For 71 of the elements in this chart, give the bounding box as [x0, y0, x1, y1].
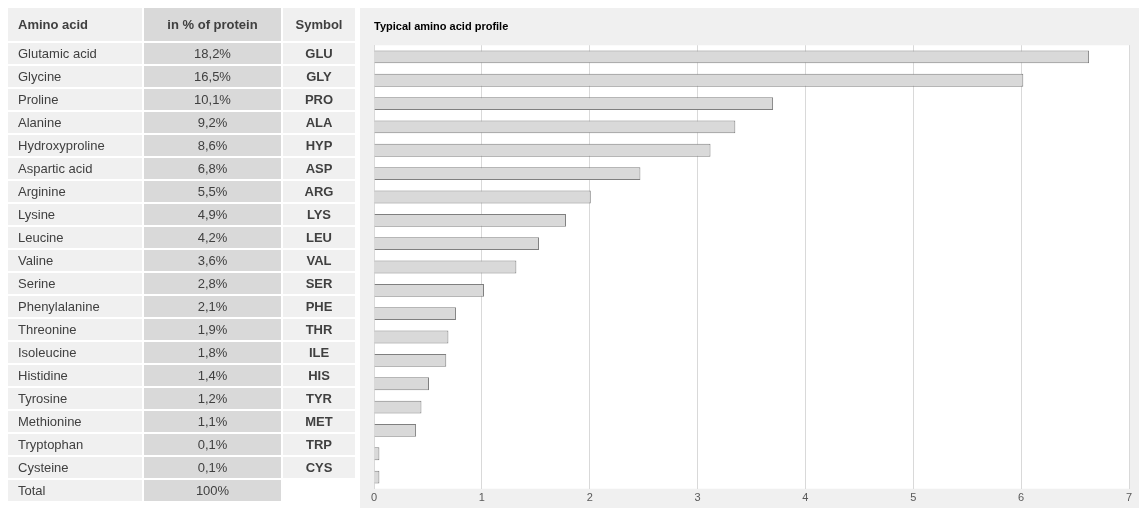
- y2-tick-label: ALA: [282, 111, 356, 134]
- data-label: 16,5%: [143, 65, 282, 88]
- y2-tick-label: HYP: [282, 134, 356, 157]
- x-tick-label: 6: [1018, 491, 1025, 504]
- y2-tick-label: ILE: [282, 341, 356, 364]
- x-tick-label: 4: [802, 491, 809, 504]
- y-tick-label: Total: [8, 479, 143, 502]
- y-tick-label: Tyrosine: [8, 387, 143, 410]
- data-label: 0,1%: [143, 456, 282, 479]
- y-axis-title: Amino acid: [8, 8, 143, 42]
- data-label: 1,8%: [143, 341, 282, 364]
- y-tick-label: Arginine: [8, 180, 143, 203]
- y2-tick-label: SER: [282, 272, 356, 295]
- y2-tick-label: PRO: [282, 88, 356, 111]
- x-tick-label: 7: [1125, 491, 1133, 504]
- y-tick-label: Serine: [8, 272, 143, 295]
- y-tick-label: Glycine: [8, 65, 143, 88]
- data-label: 10,1%: [143, 88, 282, 111]
- data-label: 1,2%: [143, 387, 282, 410]
- data-label: 1,4%: [143, 364, 282, 387]
- y2-tick-label: TRP: [282, 433, 356, 456]
- y-tick-label: Proline: [8, 88, 143, 111]
- y2-tick-label: PHE: [282, 295, 356, 318]
- y-tick-label: Lysine: [8, 203, 143, 226]
- y-tick-label: Leucine: [8, 226, 143, 249]
- data-label: 18,2%: [143, 42, 282, 65]
- y-tick-label: Threonine: [8, 318, 143, 341]
- x-tick-label: 2: [586, 491, 593, 504]
- y2-tick-label: ARG: [282, 180, 356, 203]
- y-tick-label: Aspartic acid: [8, 157, 143, 180]
- y-tick-label: Valine: [8, 249, 143, 272]
- x-tick-label: 0: [370, 491, 378, 504]
- x-tick-label: 3: [694, 491, 701, 504]
- data-label: 2,1%: [143, 295, 282, 318]
- y-tick-label: Glutamic acid: [8, 42, 143, 65]
- data-label: 0,1%: [143, 433, 282, 456]
- x-tick-label: in % of protein: [143, 8, 282, 42]
- y2-tick-label: GLU: [282, 42, 356, 65]
- y-tick-label: Phenylalanine: [8, 295, 143, 318]
- y-tick-label: Histidine: [8, 364, 143, 387]
- x-tick-label: 1: [478, 491, 485, 504]
- data-label: 100%: [143, 479, 282, 502]
- data-label: 5,5%: [143, 180, 282, 203]
- y2-tick-label: HIS: [282, 364, 356, 387]
- data-label: 1,1%: [143, 410, 282, 433]
- y-tick-label: Tryptophan: [8, 433, 143, 456]
- y2-tick-label: GLY: [282, 65, 356, 88]
- data-label: 4,2%: [143, 226, 282, 249]
- y2-tick-label: MET: [282, 410, 356, 433]
- x-tick-label: 5: [910, 491, 917, 504]
- y2-tick-label: THR: [282, 318, 356, 341]
- y2-tick-label: LEU: [282, 226, 356, 249]
- data-label: 9,2%: [143, 111, 282, 134]
- y-tick-label: Methionine: [8, 410, 143, 433]
- data-label: 4,9%: [143, 203, 282, 226]
- y2-tick-label: TYR: [282, 387, 356, 410]
- y-tick-label: Alanine: [8, 111, 143, 134]
- y-tick-label: Cysteine: [8, 456, 143, 479]
- data-label: 3,6%: [143, 249, 282, 272]
- y2-tick-label: CYS: [282, 456, 356, 479]
- y2-tick-label: VAL: [282, 249, 356, 272]
- y2-tick-label: ASP: [282, 157, 356, 180]
- y2-axis-title: Symbol: [282, 8, 356, 42]
- data-label: 8,6%: [143, 134, 282, 157]
- data-label: 2,8%: [143, 272, 282, 295]
- data-label: 1,9%: [143, 318, 282, 341]
- y-tick-label: Hydroxyproline: [8, 134, 143, 157]
- data-label: 6,8%: [143, 157, 282, 180]
- y-tick-label: Isoleucine: [8, 341, 143, 364]
- y2-tick-label: LYS: [282, 203, 356, 226]
- chart-title: Typical amino acid profile: [374, 19, 509, 32]
